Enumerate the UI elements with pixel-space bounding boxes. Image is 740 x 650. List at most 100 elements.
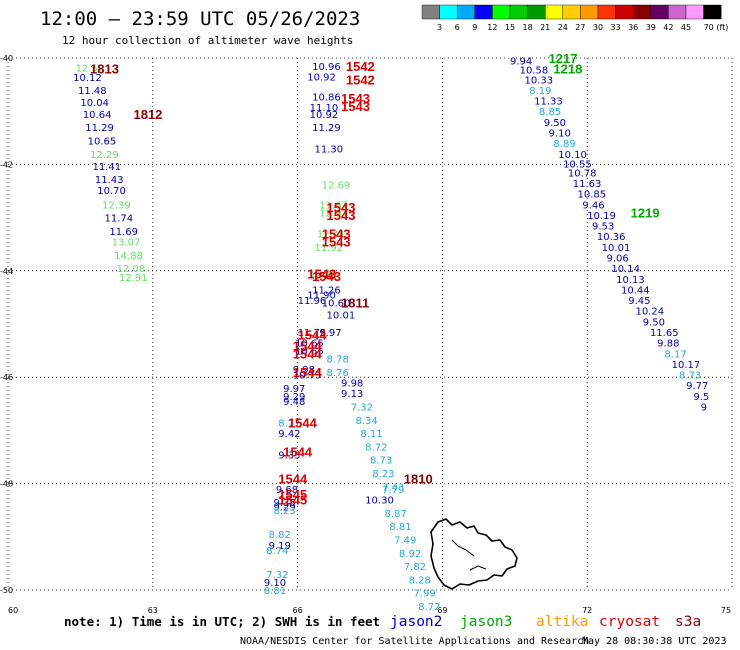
footer-timestamp: May 28 08:30:38 UTC 2023 — [582, 636, 727, 647]
swh-value-label: 11.41 — [92, 162, 121, 173]
pass-number-label: 1219 — [631, 205, 660, 220]
colorbar-tick-label: 39 — [646, 23, 656, 32]
swh-value-label: 12.08 — [117, 264, 146, 275]
swh-value-label: 9.06 — [607, 254, 629, 265]
swh-value-label: 9.13 — [341, 389, 363, 400]
colorbar-swatch — [668, 4, 687, 20]
swh-value-label: 8.78 — [327, 355, 349, 366]
pass-number-label: 1811 — [341, 296, 369, 311]
swh-value-label: 10.01 — [327, 310, 356, 321]
swh-value-label: 10.55 — [563, 159, 592, 170]
swh-value-label: 11.43 — [95, 175, 124, 186]
swh-value-label: 8.19 — [529, 86, 551, 97]
pass-labels: 1813 154215421543154318121543154315431543… — [90, 51, 660, 508]
pass-number-label: 1544 — [278, 471, 308, 486]
swh-value-label: 8.72 — [365, 442, 387, 453]
pass-number-label: 1544 — [283, 445, 313, 460]
colorbar-tick-label: 15 — [505, 23, 515, 32]
satellite-legend-s3a: s3a — [675, 614, 701, 630]
pass-number-label: 1543 — [327, 208, 356, 223]
swh-value-label: 10.86 — [312, 92, 341, 103]
swh-value-label: 8.72 — [418, 602, 440, 613]
swh-value-label: 11.29 — [85, 123, 114, 134]
satellite-legend-cryosat: cryosat — [599, 614, 660, 630]
pass-number-label: 1544 — [288, 415, 318, 430]
swh-value-label: 10.73 — [293, 371, 322, 382]
swh-value-label: 7.32 — [351, 402, 373, 413]
pass-number-label: 1217 — [549, 51, 578, 66]
pass-number-label: 1544 — [293, 365, 323, 380]
swh-value-label: 10.30 — [365, 496, 394, 507]
colorbar-swatch — [527, 4, 546, 20]
colorbar-swatch — [509, 4, 528, 20]
swh-value-label: 9.45 — [628, 296, 650, 307]
colorbar-tick-label: 42 — [663, 23, 673, 32]
swh-value-label: 11.10 — [310, 103, 339, 114]
swh-value-label: 10.64 — [83, 110, 112, 121]
colorbar-tick-label: 33 — [611, 23, 621, 32]
swh-value-label: 11.92 — [314, 243, 343, 254]
swh-value-label: 12.91 — [119, 273, 148, 284]
swh-value-label: 8.76 — [327, 368, 349, 379]
swh-value-label: 12.41 — [317, 230, 346, 241]
swh-value-label: 9.98 — [341, 379, 363, 390]
swh-value-label: 10.44 — [621, 285, 650, 296]
swh-value-label: 9.35 — [278, 450, 300, 461]
colorbar-tick-label: 21 — [540, 23, 550, 32]
colorbar-swatch — [597, 4, 616, 20]
swh-value-label: 8.11 — [360, 429, 382, 440]
pass-number-label: 1542 — [346, 72, 375, 87]
y-tick-label: -50 — [0, 586, 13, 595]
colorbar-tick-label: 12 — [487, 23, 497, 32]
pass-number-label: 1544 — [293, 338, 323, 353]
x-tick-label: 60 — [8, 606, 18, 615]
swh-value-label: 9.50 — [643, 317, 665, 328]
colorbar-tick-label: 3 — [437, 23, 442, 32]
swh-value-label: 9.46 — [582, 200, 604, 211]
swh-value-label: 10.85 — [578, 190, 607, 201]
swh-value-label: 11.69 — [109, 227, 138, 238]
swh-value-label: 8.92 — [399, 549, 421, 560]
axis-ticks: 60 63 66 69 72 75 -40 -42 -44 -46 -48 -50 — [0, 54, 731, 615]
swh-value-label: 9.88 — [657, 339, 679, 350]
pass-number-label: 1544 — [298, 328, 328, 343]
swh-value-label: 13.07 — [112, 238, 141, 249]
colorbar-tick-label: 45 — [681, 23, 691, 32]
swh-value-label: 10.19 — [587, 211, 616, 222]
colorbar-swatch — [580, 4, 599, 20]
satellite-legend-jason3: jason3 — [460, 614, 512, 630]
colorbar-swatch — [703, 4, 722, 20]
swh-value-label: 7.43 — [382, 482, 404, 493]
chart-subtitle: 12 hour collection of altimeter wave hei… — [62, 34, 353, 47]
swh-value-label: 11.65 — [650, 328, 679, 339]
swh-value-label: 8.17 — [664, 349, 686, 360]
colorbar-swatch — [633, 4, 652, 20]
pass-number-label: 1543 — [307, 266, 336, 281]
swh-value-label: 8.23 — [273, 506, 295, 517]
swh-value-label: 8.77 — [278, 418, 300, 429]
swh-value-label: 10.17 — [672, 360, 701, 371]
swh-value-label: 10.78 — [568, 168, 597, 179]
swh-value-label: 8.82 — [269, 530, 291, 541]
swh-value-label: 12.29 — [90, 150, 119, 161]
swh-value-label: 11.96 — [298, 296, 327, 307]
swh-value-label: 8.23 — [372, 469, 394, 480]
colorbar-tick-label: 36 — [628, 23, 638, 32]
y-tick-label: -42 — [0, 160, 13, 169]
pass-number-label: 1543 — [341, 91, 370, 106]
x-tick-label: 72 — [582, 606, 592, 615]
swh-value-label: 11.29 — [312, 123, 341, 134]
swh-value-label: 11.48 — [78, 86, 107, 97]
swh-value-label: 7.32 — [266, 570, 288, 581]
colorbar-swatch — [439, 4, 458, 20]
swh-value-label: 8.73 — [679, 371, 701, 382]
swh-value-label: 11.26 — [312, 285, 341, 296]
swh-value-label: 11.33 — [534, 97, 563, 108]
swh-value-label: 10.33 — [524, 75, 553, 86]
swh-value-label: 7.99 — [413, 589, 435, 600]
swh-value-label: 10.14 — [611, 264, 640, 275]
pass-number-label: 1543 — [341, 99, 370, 114]
swh-value-label: 7.79 — [382, 485, 404, 496]
swh-value-label: 10.96 — [312, 62, 341, 73]
